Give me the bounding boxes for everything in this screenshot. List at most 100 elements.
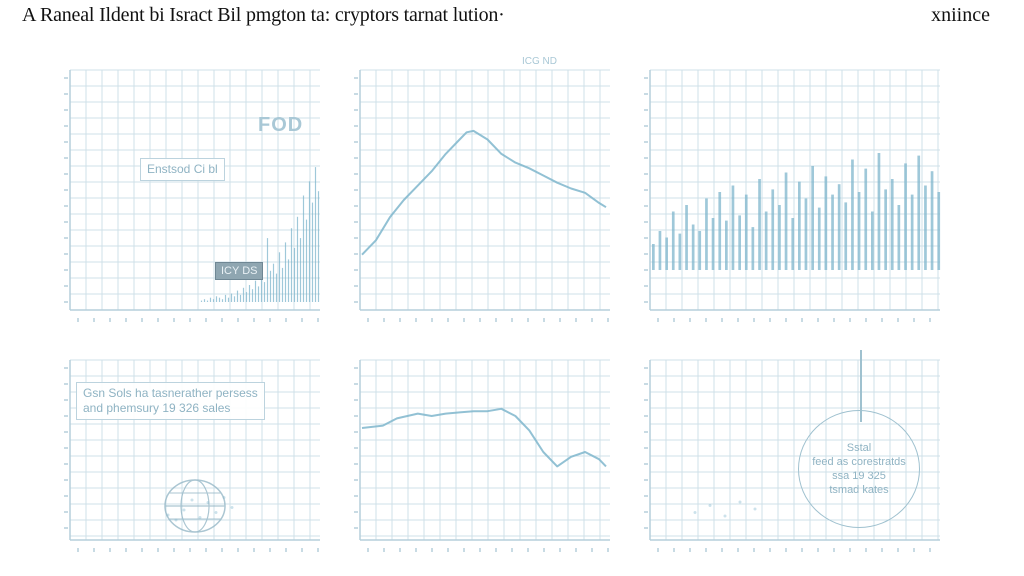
page-title: A Raneal Ildent bi Isract Bil pmgton ta:…: [22, 4, 505, 26]
chart-3-bar: [804, 198, 808, 270]
chart-1-bar: [227, 297, 230, 302]
chart-1-bar: [251, 289, 254, 302]
chart-3-bar: [798, 181, 801, 270]
chart-3-bar: [884, 189, 887, 270]
chart-3-bar: [864, 168, 868, 270]
chart-3-bar: [897, 205, 901, 270]
chart-3-bar: [711, 218, 715, 270]
chart-3-bar: [831, 194, 834, 270]
chart-1-tag: ICY DS: [215, 262, 264, 280]
chart-1-bar: [254, 280, 257, 302]
chart-4-note: Gsn Sols ha tasnerather persess and phem…: [76, 382, 265, 420]
chart-3-bar: [937, 192, 941, 270]
chart-1-bar: [317, 191, 320, 302]
chart-1-bar: [257, 286, 260, 302]
chart-2-top-label: ICG ND: [522, 56, 557, 67]
chart-1-bar: [263, 282, 266, 302]
chart-3-bar: [784, 172, 788, 270]
chart-4-point: [182, 508, 186, 512]
chart-3-bar: [685, 205, 688, 270]
chart-3-bar: [705, 198, 708, 270]
chart-3-bar: [758, 179, 761, 270]
chart-1-bar: [308, 181, 311, 302]
chart-3-bar: [738, 215, 741, 270]
chart-3-bar: [817, 207, 821, 270]
chart-1-bar: [278, 252, 281, 302]
chart-3-bar: [851, 159, 854, 270]
chart-3-bar: [658, 231, 662, 270]
chart-1-bar: [275, 273, 278, 302]
chart-1-label: Enstsod Ci bl: [140, 158, 225, 181]
chart-1-bar: [245, 292, 248, 302]
chart-6-point: [753, 507, 757, 511]
chart-5-grid: [354, 359, 610, 552]
chart-3-bar: [652, 244, 655, 270]
chart-1-bar: [218, 297, 221, 302]
chart-1-bar: [296, 216, 299, 302]
chart-1-bar: [293, 248, 296, 302]
chart-1-bar: [314, 167, 317, 302]
chart-3-bar: [924, 185, 927, 270]
chart-3-bar: [877, 153, 881, 270]
chart-1-grid: [64, 69, 320, 322]
chart-4-canvas: [64, 359, 320, 552]
chart-2-canvas: [354, 69, 610, 322]
chart-panel-6: Sstal feed as corestratds ssa 19 325 tsm…: [620, 340, 950, 570]
chart-1-bar: [287, 259, 290, 302]
chart-panel-1: FOD Enstsod Ci bl ICY DS: [40, 50, 330, 340]
chart-1-bar: [281, 267, 284, 302]
chart-3-bar: [871, 211, 874, 270]
chart-4-point: [198, 516, 202, 519]
chart-6-note-line-4: tsmad kates: [829, 484, 889, 496]
chart-6-point: [723, 514, 727, 518]
chart-4-point: [190, 498, 194, 502]
chart-3-bar: [930, 171, 934, 270]
chart-3-bar: [725, 220, 728, 270]
chart-3-bar: [744, 194, 748, 270]
chart-panel-3: [620, 50, 950, 340]
chart-4-point: [230, 506, 234, 509]
chart-2-series-line: [361, 129, 607, 256]
chart-1-bar: [266, 238, 269, 302]
chart-1-bar: [269, 270, 272, 302]
corner-label: xniince: [931, 4, 990, 26]
chart-3-bar: [665, 237, 668, 270]
chart-6-point: [738, 500, 742, 504]
chart-3-bar: [718, 192, 722, 270]
chart-1-bar: [203, 299, 206, 302]
chart-6-note-line-3: ssa 19 325: [832, 470, 886, 482]
chart-3-bar: [811, 166, 814, 270]
chart-1-bar: [230, 293, 233, 302]
chart-1-bar: [302, 195, 305, 302]
chart-1-bar: [284, 242, 287, 302]
chart-1-watermark: FOD: [258, 114, 304, 136]
chart-3-bar: [910, 194, 914, 270]
chart-6-stem: [860, 350, 862, 422]
chart-3-bar: [844, 202, 848, 270]
chart-1-bar: [200, 300, 203, 302]
chart-3-bar: [824, 176, 828, 270]
chart-1-canvas: [64, 69, 320, 322]
chart-1-bar: [305, 219, 308, 302]
chart-panel-5: [330, 340, 620, 570]
chart-3-canvas: [644, 69, 941, 322]
chart-1-bar: [311, 202, 314, 302]
chart-panel-2: ICG ND: [330, 50, 620, 340]
chart-1-bar: [260, 276, 263, 302]
chart-3-bar: [751, 227, 755, 270]
chart-1-bar: [242, 287, 245, 302]
chart-1-bar: [206, 300, 209, 302]
chart-6-note-line-2: feed as corestratds: [812, 456, 906, 468]
chart-1-bar: [272, 263, 275, 302]
chart-3-bar: [678, 233, 682, 270]
chart-3-bar: [778, 205, 781, 270]
chart-1-bar: [290, 228, 293, 302]
chart-6-note-line-1: Sstal: [846, 442, 872, 454]
chart-3-bar: [671, 211, 675, 270]
chart-3-bar: [764, 211, 768, 270]
chart-3-bar: [857, 192, 861, 270]
chart-6-circle-note: Sstal feed as corestratds ssa 19 325 tsm…: [798, 410, 920, 528]
chart-2-grid: [354, 69, 610, 322]
chart-3-bar: [904, 163, 907, 270]
chart-3-bar: [691, 224, 695, 270]
